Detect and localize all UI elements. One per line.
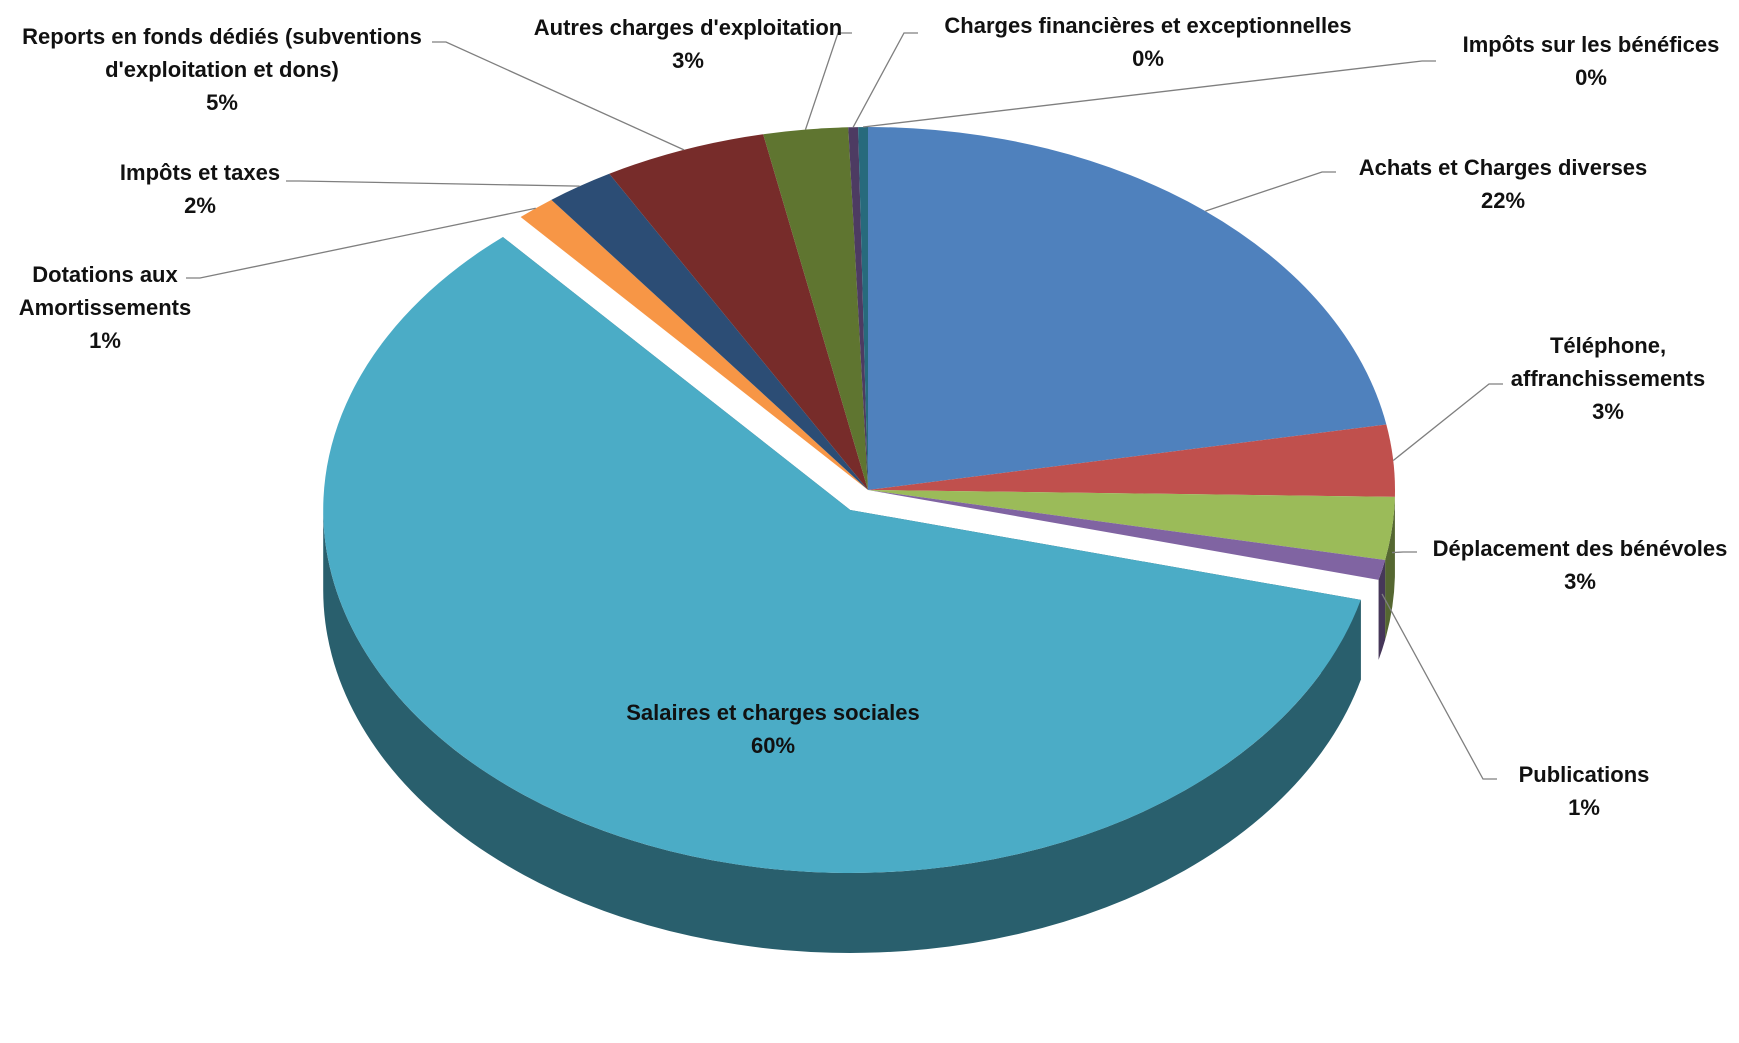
data-label: Impôts sur les bénéfices 0% — [1441, 28, 1739, 94]
value-label: 3% — [1564, 569, 1596, 594]
data-label: Reports en fonds dédiés (subventions d'e… — [0, 20, 447, 119]
category-label: Dotations aux Amortissements — [18, 262, 192, 320]
value-label: 60% — [750, 733, 796, 758]
slice-side — [323, 509, 1361, 953]
data-label: Publications 1% — [1484, 758, 1684, 824]
slice-side — [1378, 559, 1386, 660]
leader-line — [804, 32, 852, 130]
leader-line — [852, 32, 918, 128]
value-label: 3% — [672, 48, 704, 73]
category-label: Impôts et taxes — [119, 160, 281, 185]
data-label: Achats et Charges diverses 22% — [1343, 151, 1663, 217]
value-label: 5% — [206, 90, 238, 115]
slice — [551, 173, 868, 490]
category-label: Impôts sur les bénéfices — [1462, 32, 1720, 57]
leader-line — [286, 180, 580, 187]
value-label: 0% — [1575, 65, 1607, 90]
data-label: Impôts et taxes 2% — [85, 156, 315, 222]
leader-line — [1391, 551, 1417, 554]
slice — [868, 490, 1395, 560]
leader-line — [862, 60, 1436, 128]
slice — [868, 424, 1395, 497]
data-label: Dotations aux Amortissements 1% — [0, 258, 210, 357]
category-label: Publications — [1518, 762, 1650, 787]
slice — [609, 134, 868, 491]
value-label: 3% — [1592, 399, 1624, 424]
data-label: Salaires et charges sociales 60% — [593, 696, 953, 762]
slice — [323, 236, 1361, 873]
data-label: Téléphone, affranchissements 3% — [1503, 329, 1713, 428]
slice — [763, 127, 868, 491]
value-label: 0% — [1132, 46, 1164, 71]
leader-line — [1205, 171, 1336, 212]
category-label: Téléphone, affranchissements — [1510, 333, 1706, 391]
slice — [848, 127, 868, 491]
category-label: Reports en fonds dédiés (subventions d'e… — [22, 24, 422, 82]
leader-line — [186, 207, 536, 279]
leader-line — [432, 41, 685, 151]
leader-line — [1381, 593, 1497, 780]
value-label: 1% — [1568, 795, 1600, 820]
data-label: Autres charges d'exploitation 3% — [518, 11, 858, 77]
category-label: Autres charges d'exploitation — [533, 15, 843, 40]
category-label: Achats et Charges diverses — [1358, 155, 1648, 180]
data-label: Charges financières et exceptionnelles 0% — [938, 9, 1358, 75]
slice — [868, 490, 1386, 580]
value-label: 1% — [89, 328, 121, 353]
value-label: 22% — [1480, 188, 1526, 213]
category-label: Salaires et charges sociales — [626, 700, 920, 725]
leader-line — [1392, 383, 1503, 462]
slice — [520, 199, 868, 490]
value-label: 2% — [184, 193, 216, 218]
slice — [868, 127, 1387, 490]
slice — [858, 127, 868, 490]
category-label: Déplacement des bénévoles — [1432, 536, 1728, 561]
category-label: Charges financières et exceptionnelles — [944, 13, 1352, 38]
data-label: Déplacement des bénévoles 3% — [1415, 532, 1739, 598]
